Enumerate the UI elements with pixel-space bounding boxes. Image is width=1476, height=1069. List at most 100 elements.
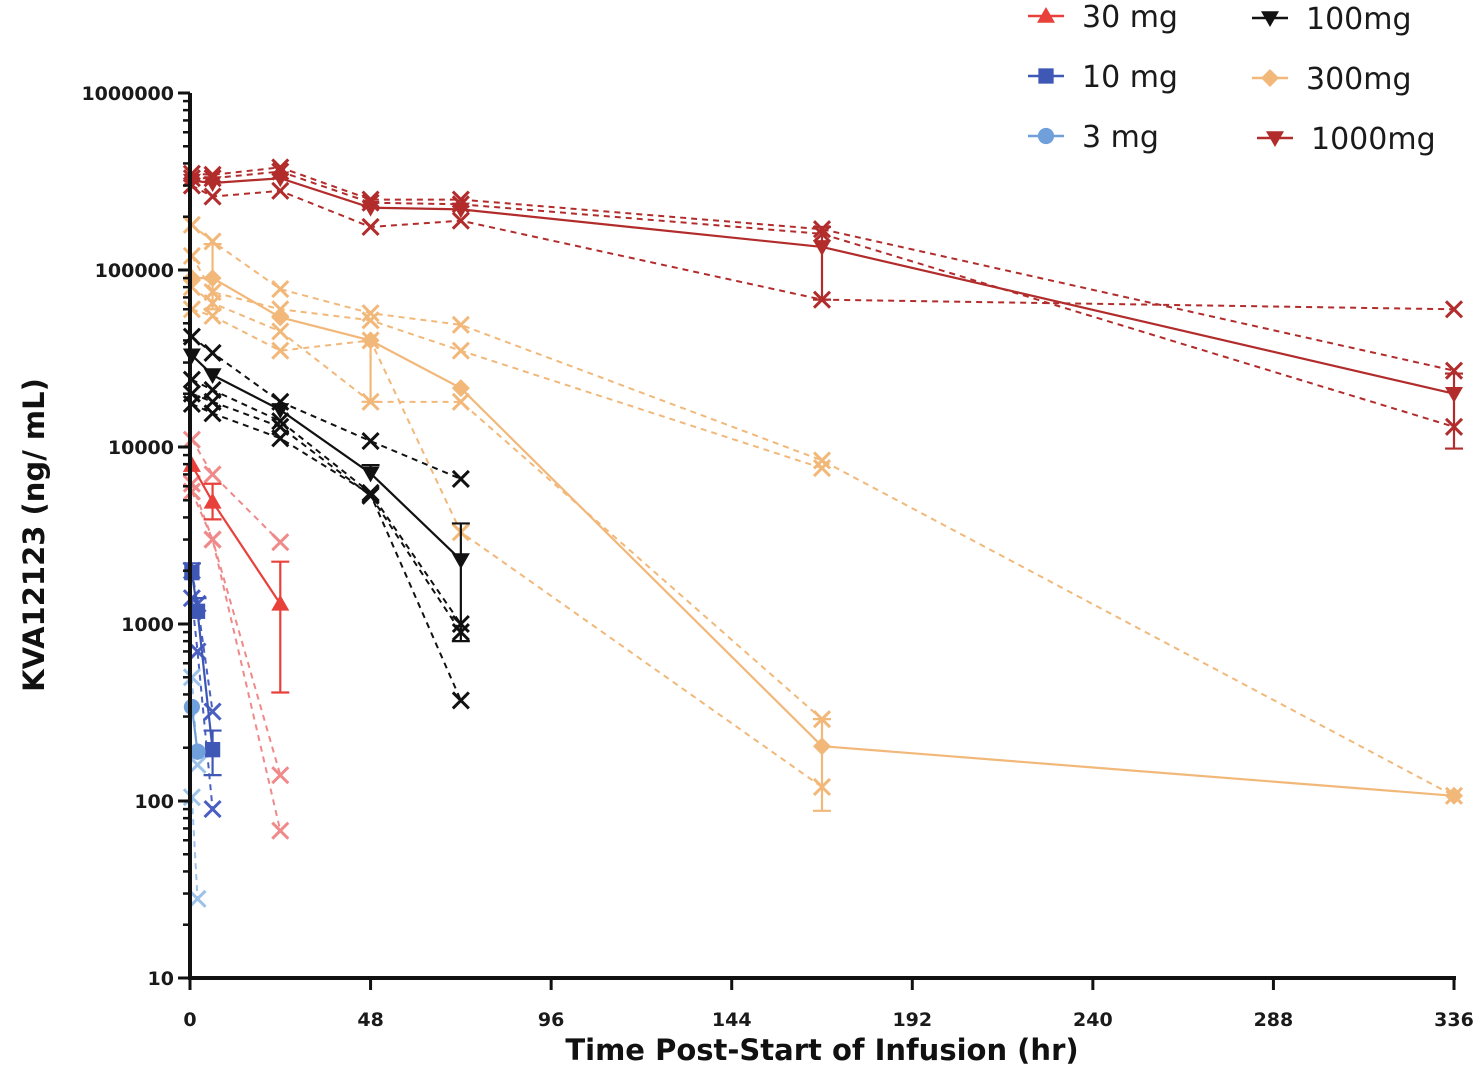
x-tick-label: 240 <box>1073 1009 1113 1031</box>
legend-label: 1000mg <box>1311 122 1436 157</box>
individual-point <box>203 530 222 549</box>
mean-point <box>204 742 221 758</box>
individual-point <box>203 465 222 484</box>
series-mean-100mg <box>182 348 470 643</box>
legend-marker <box>1261 69 1279 87</box>
individual-point <box>271 280 290 299</box>
y-tick-label: 10 <box>148 968 174 990</box>
x-marker-stroke <box>361 217 380 237</box>
x-marker-stroke <box>271 766 290 785</box>
x-marker-stroke <box>451 341 470 360</box>
x-marker-stroke <box>361 311 380 330</box>
individual-line <box>191 439 281 543</box>
series-individuals-300mg <box>182 215 1464 805</box>
individual-line <box>191 392 462 633</box>
mean-point <box>1445 386 1463 403</box>
x-marker-stroke <box>203 232 222 251</box>
x-marker-stroke <box>188 642 207 661</box>
individual-point <box>361 304 380 323</box>
x-tick-label: 336 <box>1434 1009 1474 1031</box>
individual-point <box>203 404 222 423</box>
mean-point <box>361 331 380 350</box>
individual-point <box>188 889 207 908</box>
x-marker-stroke <box>271 341 290 360</box>
individual-line <box>191 286 823 720</box>
x-tick-label: 0 <box>183 1009 196 1031</box>
x-marker-stroke <box>451 315 470 334</box>
x-ticks: 0 48 96 144 192 240 288 336 <box>183 978 1474 1031</box>
mean-line <box>190 464 282 605</box>
x-tick-label: 144 <box>712 1009 752 1031</box>
individual-point <box>361 217 380 237</box>
x-tick-label: 288 <box>1254 1009 1294 1031</box>
legend-label: 3 mg <box>1082 120 1159 155</box>
individual-line <box>191 378 462 625</box>
individual-line <box>191 403 462 701</box>
individual-point <box>361 485 380 504</box>
x-marker-stroke <box>812 459 832 478</box>
legend-item: 1000mg <box>1257 122 1436 157</box>
y-tick-label: 100 <box>134 791 174 813</box>
individual-point <box>271 341 290 360</box>
mean-point <box>451 202 470 219</box>
x-tick-label: 96 <box>538 1009 564 1031</box>
individual-point <box>203 187 222 206</box>
x-marker-stroke <box>1444 361 1464 380</box>
series-individuals-3mg <box>182 668 207 908</box>
mean-point <box>361 466 380 483</box>
individual-line <box>191 255 823 470</box>
x-marker-stroke <box>361 304 380 323</box>
plot-area <box>182 158 1464 908</box>
x-marker-stroke <box>271 429 290 448</box>
x-marker-stroke <box>451 211 470 230</box>
mean-point <box>271 171 290 188</box>
individual-point <box>203 800 222 819</box>
individual-point <box>451 469 470 489</box>
x-marker-stroke <box>271 322 290 341</box>
mean-point <box>271 594 290 611</box>
x-marker-stroke <box>203 465 222 484</box>
individual-point <box>271 821 290 840</box>
individual-point <box>271 322 290 341</box>
legend-item: 30 mg <box>1028 0 1178 35</box>
x-axis-title: Time Post-Start of Infusion (hr) <box>565 1033 1078 1067</box>
legend-marker <box>1037 127 1055 145</box>
x-marker-stroke <box>361 432 380 451</box>
x-marker-stroke <box>188 889 207 908</box>
mean-point <box>271 403 290 419</box>
individual-point <box>451 691 470 710</box>
individual-point <box>1444 361 1464 380</box>
legend-marker <box>1261 11 1279 27</box>
mean-point <box>203 176 222 193</box>
x-marker-stroke <box>451 469 470 489</box>
series-individuals-100mg <box>182 327 470 710</box>
x-marker-stroke <box>203 306 222 326</box>
individual-point <box>451 392 470 411</box>
legend-marker <box>1038 68 1054 84</box>
individual-point <box>271 429 290 448</box>
mean-point <box>361 200 380 217</box>
mean-point <box>203 269 222 288</box>
x-marker-stroke <box>203 702 222 721</box>
individual-point <box>271 412 290 431</box>
individual-point <box>451 211 470 230</box>
individual-line <box>190 797 199 899</box>
legend: 30 mg 10 mg 3 mg 100mg 300mg 1000mg <box>1028 0 1436 157</box>
legend-item: 3 mg <box>1028 120 1159 155</box>
series-mean-1000mg <box>182 171 1463 450</box>
y-tick-label: 1000 <box>121 614 174 636</box>
axes: 10 100 1000 10000 100000 1000000 0 48 96 144 192 2… <box>81 83 1473 1031</box>
x-marker-stroke <box>203 530 222 549</box>
x-marker-stroke <box>451 691 470 710</box>
mean-point <box>189 743 206 760</box>
y-tick-label: 10000 <box>108 437 174 459</box>
legend-item: 100mg <box>1252 2 1412 37</box>
individual-line <box>190 677 199 765</box>
legend-item: 300mg <box>1252 62 1412 97</box>
mean-point <box>271 308 290 327</box>
legend-label: 30 mg <box>1082 0 1178 35</box>
x-marker-stroke <box>451 392 470 411</box>
x-marker-stroke <box>188 755 207 774</box>
mean-point <box>813 240 831 256</box>
mean-point <box>813 737 831 756</box>
